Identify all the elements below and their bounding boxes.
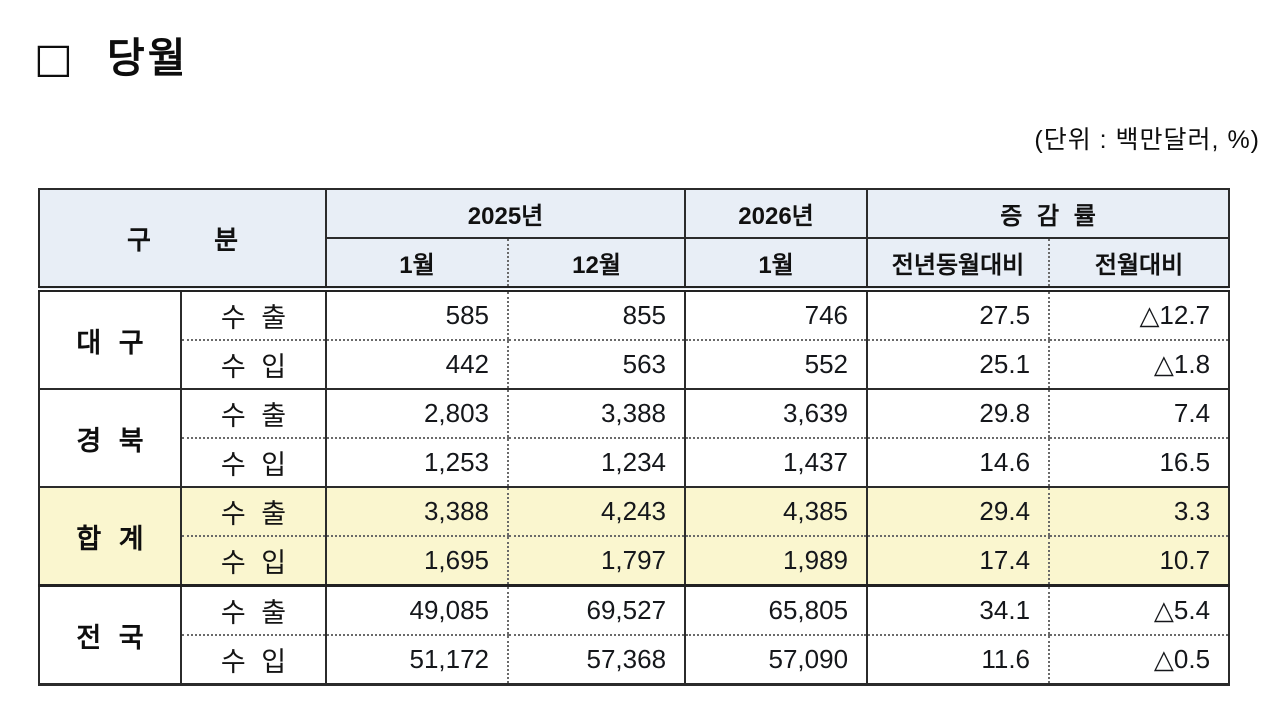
- region-group-total: 합 계 수 출 3,388 4,243 4,385 29.4 3.3 수 입 1…: [39, 487, 1230, 586]
- region-label: 대 구: [76, 327, 144, 358]
- value-cell: 2,803: [325, 389, 509, 439]
- value-cell: 552: [684, 340, 868, 389]
- value-cell: 34.1: [866, 585, 1050, 636]
- value-cell: 3,639: [684, 389, 868, 439]
- header-year-2025: 2025년: [325, 189, 686, 239]
- trade-type-label: 수 출: [179, 389, 327, 439]
- trade-type-label: 수 입: [179, 635, 327, 685]
- header-2025-jan: 1월: [325, 238, 509, 289]
- region-group-national: 전 국 수 출 49,085 69,527 65,805 34.1 △5.4 수…: [39, 585, 1230, 685]
- table-row: 대 구 수 출 585 855 746 27.5 △12.7: [39, 289, 1230, 358]
- value-cell: 29.8: [866, 389, 1050, 439]
- monthly-trade-table: 구 분 2025년 2026년 증 감 률 1월 12월 1월 전년동월대비 전…: [38, 188, 1231, 686]
- value-cell: 1,437: [684, 438, 868, 487]
- header-row-2: 1월 12월 1월 전년동월대비 전월대비: [39, 238, 1230, 289]
- value-cell: 17.4: [866, 536, 1050, 586]
- region-group-gyeongbuk: 경 북 수 출 2,803 3,388 3,639 29.8 7.4 수 입 1…: [39, 389, 1230, 487]
- value-cell: 10.7: [1048, 536, 1230, 586]
- page-title: □ 당월: [34, 34, 189, 82]
- region-label: 전 국: [76, 622, 144, 653]
- region-label: 합 계: [39, 487, 181, 586]
- value-cell: 1,234: [507, 438, 686, 487]
- trade-type-label: 수 출: [179, 585, 327, 636]
- header-category: 구 분: [39, 189, 327, 290]
- trade-type-label: 수 입: [179, 340, 327, 389]
- header-year-2026: 2026년: [684, 189, 868, 239]
- table-row: 전 국 수 출 49,085 69,527 65,805 34.1 △5.4: [39, 585, 1230, 653]
- table-row: 수 입 51,172 57,368 57,090 11.6 △0.5: [39, 635, 1230, 685]
- value-cell: 27.5: [866, 289, 1050, 341]
- table-row: 수 입 1,253 1,234 1,437 14.6 16.5: [39, 438, 1230, 487]
- trade-type-label: 수 출: [179, 289, 327, 341]
- value-cell: 3.3: [1048, 487, 1230, 537]
- value-cell: 57,090: [684, 635, 868, 685]
- unit-note: (단위 : 백만달러, %): [1034, 126, 1260, 154]
- value-cell: △1.8: [1048, 340, 1230, 389]
- value-cell: 14.6: [866, 438, 1050, 487]
- value-cell: 29.4: [866, 487, 1050, 537]
- table-row: 수 입 442 563 552 25.1 △1.8: [39, 340, 1230, 389]
- value-cell: 1,989: [684, 536, 868, 586]
- header-change-rate: 증 감 률: [866, 189, 1230, 239]
- trade-type-label: 수 출: [179, 487, 327, 537]
- value-cell: 4,243: [507, 487, 686, 537]
- region-label: 경 북: [76, 425, 144, 456]
- value-cell: 7.4: [1048, 389, 1230, 439]
- value-cell: 3,388: [507, 389, 686, 439]
- trade-type-label: 수 입: [179, 438, 327, 487]
- header-mom: 전월대비: [1048, 238, 1230, 289]
- value-cell: 4,385: [684, 487, 868, 537]
- value-cell: 585: [325, 289, 509, 341]
- value-cell: 746: [684, 289, 868, 341]
- table-header: 구 분 2025년 2026년 증 감 률 1월 12월 1월 전년동월대비 전…: [39, 189, 1230, 290]
- value-cell: 51,172: [325, 635, 509, 685]
- value-cell: △0.5: [1048, 635, 1230, 685]
- table-row: 경 북 수 출 2,803 3,388 3,639 29.8 7.4: [39, 389, 1230, 456]
- value-cell: △5.4: [1048, 585, 1230, 636]
- header-2025-dec: 12월: [507, 238, 686, 289]
- header-yoy: 전년동월대비: [866, 238, 1050, 289]
- header-2026-jan: 1월: [684, 238, 868, 289]
- trade-type-label: 수 입: [179, 536, 327, 586]
- value-cell: 49,085: [325, 585, 509, 636]
- value-cell: 563: [507, 340, 686, 389]
- value-cell: 1,253: [325, 438, 509, 487]
- value-cell: 25.1: [866, 340, 1050, 389]
- value-cell: 11.6: [866, 635, 1050, 685]
- region-group-daegu: 대 구 수 출 585 855 746 27.5 △12.7 수 입 442 5…: [39, 289, 1230, 389]
- value-cell: 1,797: [507, 536, 686, 586]
- table-row: 수 입 1,695 1,797 1,989 17.4 10.7: [39, 536, 1230, 586]
- value-cell: 69,527: [507, 585, 686, 636]
- value-cell: 442: [325, 340, 509, 389]
- value-cell: 16.5: [1048, 438, 1230, 487]
- header-row-1: 구 분 2025년 2026년 증 감 률: [39, 189, 1230, 290]
- value-cell: 57,368: [507, 635, 686, 685]
- value-cell: 855: [507, 289, 686, 341]
- value-cell: △12.7: [1048, 289, 1230, 341]
- value-cell: 1,695: [325, 536, 509, 586]
- monthly-trade-table-wrap: 구 분 2025년 2026년 증 감 률 1월 12월 1월 전년동월대비 전…: [38, 188, 1231, 686]
- value-cell: 65,805: [684, 585, 868, 636]
- table-row: 합 계 수 출 3,388 4,243 4,385 29.4 3.3: [39, 487, 1230, 586]
- value-cell: 3,388: [325, 487, 509, 537]
